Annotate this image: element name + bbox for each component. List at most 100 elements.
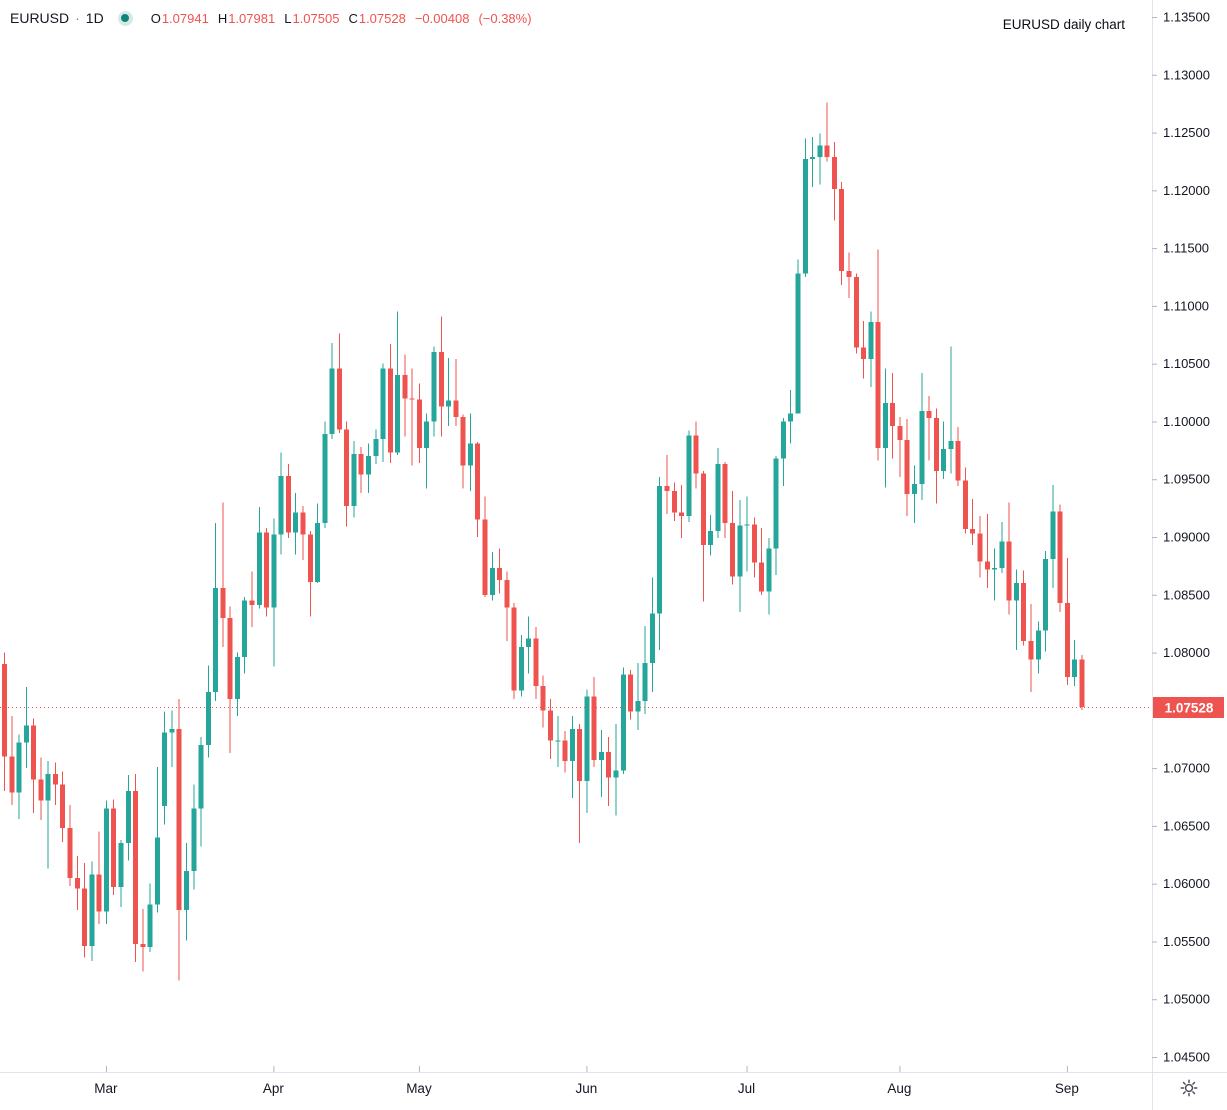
candle-up	[154, 837, 160, 905]
candle-down	[60, 784, 66, 829]
candle-up	[431, 352, 437, 422]
time-axis-label: Mar	[94, 1081, 118, 1096]
candle-up	[103, 808, 109, 912]
candle-up	[912, 483, 917, 495]
candle-up	[657, 486, 663, 614]
candle-up	[446, 400, 452, 407]
price-axis-label: 1.13500	[1163, 10, 1210, 25]
candle-up	[868, 322, 874, 360]
candle-down	[591, 696, 597, 761]
low-label: L	[284, 10, 292, 26]
candle-down	[497, 568, 503, 580]
candle-down	[839, 189, 845, 272]
candle-up	[162, 732, 168, 807]
candle-down	[416, 399, 422, 449]
candle-down	[52, 773, 58, 785]
candle-up	[293, 512, 299, 533]
candle-down	[285, 475, 291, 533]
change-value: −0.00408	[414, 10, 470, 26]
candle-down	[759, 562, 765, 592]
time-axis[interactable]: Mar Apr May Jun Jul Aug Sep	[94, 1066, 1079, 1096]
candle-down	[846, 271, 852, 277]
candle-down	[1021, 583, 1027, 641]
candle-up	[773, 458, 779, 549]
candle-down	[751, 524, 757, 563]
candle-up	[213, 587, 219, 692]
candle-down	[344, 429, 350, 506]
candle-down	[387, 368, 393, 453]
time-axis-label: Apr	[263, 1081, 285, 1096]
candle-up	[315, 523, 321, 583]
candle-up	[467, 443, 473, 466]
candle-down	[628, 674, 634, 712]
candle-up	[635, 701, 641, 712]
candle-down	[504, 579, 510, 608]
candle-down	[577, 728, 583, 781]
last-price-badge-text: 1.07528	[1165, 701, 1214, 716]
candle-up	[1035, 630, 1041, 660]
candle-up	[489, 568, 495, 595]
candle-up	[795, 273, 801, 414]
candle-down	[962, 480, 968, 529]
candle-up	[766, 548, 772, 592]
symbol-name[interactable]: EURUSD	[10, 10, 70, 26]
candle-down	[67, 828, 73, 878]
candle-down	[38, 779, 44, 801]
candle-up	[642, 662, 648, 702]
chart-legend: EURUSD · 1D O 1.07941 H 1.07981 L 1.07505 C…	[10, 8, 532, 28]
candle-up	[205, 691, 211, 745]
candle-down	[249, 600, 255, 606]
candle-down	[1028, 641, 1034, 660]
candle-up	[234, 657, 240, 699]
candle-down	[977, 533, 983, 562]
symbol-interval-separator: ·	[75, 10, 80, 26]
price-axis-label: 1.12000	[1163, 183, 1210, 198]
ohlc-readout: O 1.07941 H 1.07981 L 1.07505 C 1.07528 −0.0…	[151, 11, 532, 26]
open-value: 1.07941	[161, 10, 209, 26]
candle-up	[744, 524, 750, 526]
candle-up	[780, 421, 786, 459]
candle-up	[882, 402, 888, 449]
candle-down	[984, 561, 990, 570]
candle-down	[438, 352, 444, 407]
candle-down	[955, 441, 961, 481]
candle-down	[933, 417, 939, 472]
candle-up	[242, 600, 248, 658]
candle-down	[409, 398, 415, 400]
price-axis-label: 1.11000	[1163, 298, 1209, 313]
time-axis-label: Sep	[1055, 1081, 1079, 1096]
price-axis[interactable]: 1.13500 1.13000 1.12500 1.12000 1.11500 1.110…	[1152, 10, 1210, 1065]
candle-up	[147, 904, 153, 948]
candle-up	[125, 791, 131, 844]
candle-up	[919, 411, 925, 484]
market-status-dot-icon	[117, 10, 133, 26]
candle-up	[366, 456, 371, 475]
price-axis-label: 1.12500	[1163, 125, 1210, 140]
candles-layer[interactable]	[2, 102, 1085, 981]
candle-up	[708, 531, 714, 546]
candle-up	[380, 368, 386, 439]
candle-up	[329, 368, 335, 435]
price-axis-label: 1.09000	[1163, 530, 1210, 545]
candle-up	[351, 453, 357, 506]
candle-up	[788, 413, 794, 422]
candle-down	[861, 347, 867, 360]
candle-down	[1006, 541, 1012, 601]
candle-up	[598, 751, 604, 761]
candle-down	[307, 534, 313, 583]
price-scale-settings-button[interactable]	[1179, 1078, 1199, 1098]
candle-up	[802, 159, 808, 274]
price-axis-label: 1.11500	[1163, 241, 1209, 256]
price-axis-label: 1.13000	[1163, 67, 1210, 82]
low-value: 1.07505	[292, 10, 340, 26]
candle-up	[526, 638, 532, 647]
candle-down	[679, 512, 685, 517]
interval-label[interactable]: 1D	[85, 10, 104, 26]
candle-down	[300, 512, 306, 535]
candle-down	[227, 617, 233, 699]
candle-up	[424, 421, 430, 449]
candle-down	[1064, 602, 1070, 677]
candle-up	[715, 464, 721, 532]
